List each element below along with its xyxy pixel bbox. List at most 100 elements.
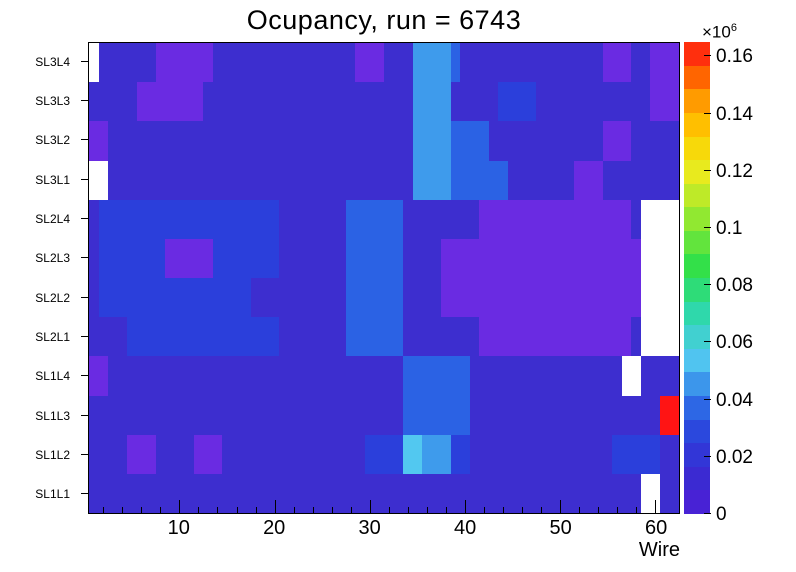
heatmap-cell [326,199,337,239]
heatmap-cell [174,82,185,122]
heatmap-cell [640,317,651,357]
heatmap-cell [269,121,280,161]
heatmap-cell [269,473,280,513]
heatmap-cell [364,43,375,83]
heatmap-cell [412,395,423,435]
heatmap-cell [260,82,270,122]
heatmap-cell [564,434,575,474]
y-axis-tick [81,60,88,62]
heatmap-cell [260,395,270,435]
y-axis-label: SL3L2 [35,133,70,148]
heatmap-cell [212,278,223,318]
heatmap-cell [279,278,289,318]
heatmap-cell [155,317,166,357]
heatmap-cell [612,395,622,435]
heatmap-cell [545,160,556,200]
heatmap-cell [526,473,537,513]
heatmap-cell [298,278,308,318]
heatmap-cell [564,238,575,278]
heatmap-cell [165,356,175,396]
colorbar-tick-label: 0.08 [716,275,753,297]
heatmap-cell [650,82,660,122]
heatmap-cell [564,43,575,83]
heatmap-cell [659,434,670,474]
heatmap-cell [488,356,499,396]
heatmap-cell [650,43,660,83]
x-axis-tick-labels: 10 20 30 40 50 60 [88,517,680,541]
heatmap-cell [545,395,556,435]
heatmap-cell [422,199,432,239]
heatmap-cell [517,238,527,278]
heatmap-cell [602,43,613,83]
heatmap-cell [412,160,423,200]
heatmap-cell [431,238,442,278]
y-axis-label: SL2L4 [35,212,70,226]
heatmap-cell [203,43,213,83]
heatmap-cell [317,395,327,435]
heatmap-cell [564,121,575,161]
heatmap-cell [403,199,413,239]
heatmap-cell [564,473,575,513]
heatmap-cell [412,199,423,239]
heatmap-cell [174,278,185,318]
heatmap-cell [127,82,137,122]
heatmap-cell [650,395,660,435]
heatmap-cell [602,199,613,239]
heatmap-cell [307,473,318,513]
heatmap-cell [250,317,261,357]
heatmap-cell [659,317,670,357]
heatmap-cell [193,395,204,435]
heatmap-cell [488,238,499,278]
heatmap-cell [612,43,622,83]
y-axis-label: SL3L3 [35,94,70,108]
heatmap-cell [108,238,118,278]
heatmap-cell [393,160,404,200]
heatmap-cell [498,238,508,278]
heatmap-cell [574,434,584,474]
y-axis-tick [81,257,88,259]
heatmap-cell [612,356,622,396]
heatmap-cell [450,473,461,513]
heatmap-cell [574,160,584,200]
heatmap-cell [555,121,565,161]
heatmap-cell [336,317,346,357]
heatmap-cell [431,473,442,513]
heatmap-cell [260,160,270,200]
heatmap-cell [345,238,356,278]
heatmap-cell [117,278,128,318]
heatmap-cell [479,82,489,122]
heatmap-cell [89,160,99,200]
colorbar-segment [684,254,710,279]
heatmap-cell [174,317,185,357]
heatmap-cell [536,238,546,278]
heatmap-cell [241,278,251,318]
heatmap-cell [412,278,423,318]
colorbar-segment [684,325,710,349]
heatmap-cell [203,121,213,161]
heatmap-cell [317,238,327,278]
heatmap-cell [326,43,337,83]
heatmap-cell [450,43,461,83]
heatmap-cell [193,121,204,161]
heatmap-cell [165,473,175,513]
heatmap-cell [393,473,404,513]
heatmap-cell [564,82,575,122]
heatmap-cell [517,278,527,318]
heatmap-cell [612,199,622,239]
heatmap-cell [574,317,584,357]
heatmap-cell [336,278,346,318]
heatmap-cell [422,278,432,318]
heatmap-cell [526,43,537,83]
heatmap-cell [593,238,603,278]
heatmap-cell [136,160,147,200]
heatmap-cell [669,160,679,200]
heatmap-cell [89,121,99,161]
colorbar-tick-label: 0.06 [716,332,753,354]
heatmap-cell [184,238,194,278]
y-axis-tick [81,296,88,298]
heatmap-cell [384,278,394,318]
heatmap-cell [288,473,299,513]
heatmap-cell [517,395,527,435]
heatmap-cell [612,121,622,161]
heatmap-cell [279,82,289,122]
